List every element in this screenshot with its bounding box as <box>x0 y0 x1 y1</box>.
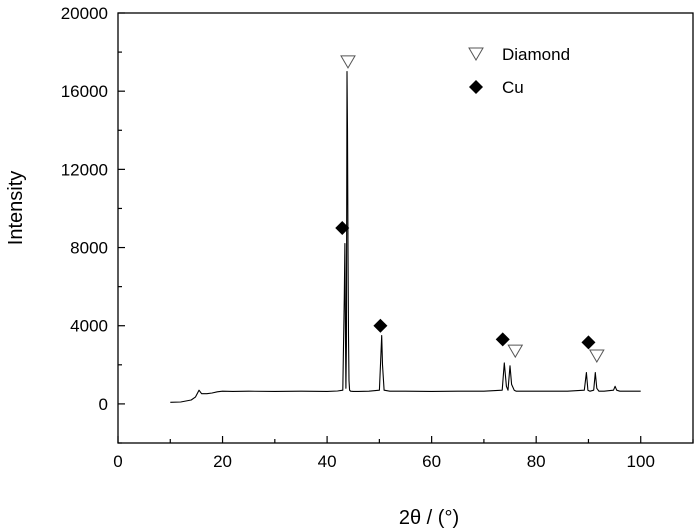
y-tick-labels: 0 4000 8000 12000 16000 20000 <box>61 4 108 414</box>
cu-peak-marker <box>335 221 350 235</box>
axis-ticks <box>117 12 694 444</box>
y-tick-label: 20000 <box>61 4 108 23</box>
peak-markers <box>335 55 605 364</box>
x-tick-label: 0 <box>113 452 122 471</box>
x-tick-label: 40 <box>318 452 337 471</box>
x-tick-label: 60 <box>422 452 441 471</box>
legend-cu-symbol <box>469 80 483 94</box>
x-tick-label: 20 <box>213 452 232 471</box>
diamond-peak-marker <box>507 344 524 359</box>
diamond-peak-marker <box>588 349 605 364</box>
xrd-pattern-line <box>170 71 641 403</box>
x-tick-label: 100 <box>627 452 655 471</box>
y-tick-label: 0 <box>99 395 108 414</box>
x-tick-label: 80 <box>527 452 546 471</box>
legend: Diamond Cu <box>468 45 570 97</box>
cu-peak-marker <box>373 318 388 333</box>
diamond-peak-marker <box>340 55 356 69</box>
legend-label-cu: Cu <box>502 78 524 97</box>
legend-label-diamond: Diamond <box>502 45 570 64</box>
y-tick-label: 8000 <box>70 239 108 258</box>
x-axis-title: 2θ / (°) <box>399 507 459 529</box>
legend-diamond-symbol <box>468 47 484 61</box>
y-axis-title: Intensity <box>5 171 27 245</box>
y-tick-label: 4000 <box>70 317 108 336</box>
y-tick-label: 16000 <box>61 82 108 101</box>
x-tick-labels: 0 20 40 60 80 100 <box>113 452 655 471</box>
plot-frame <box>117 12 694 444</box>
cu-peak-marker <box>581 335 596 350</box>
cu-peak-marker <box>495 332 510 347</box>
y-tick-label: 12000 <box>61 160 108 179</box>
